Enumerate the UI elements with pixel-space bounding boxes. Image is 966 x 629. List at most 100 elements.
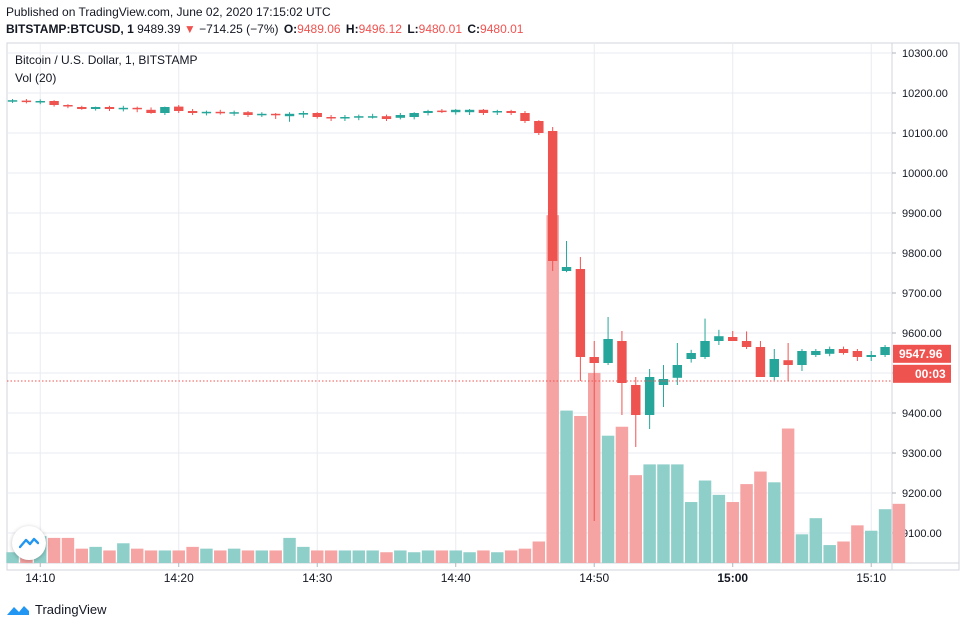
candle-body: [686, 353, 696, 359]
time-tick-label: 14:40: [441, 571, 471, 585]
candle-body: [824, 349, 835, 354]
candle-body: [617, 341, 627, 383]
volume-bar: [781, 428, 795, 563]
volume-bar: [117, 543, 130, 563]
volume-bar: [89, 546, 102, 563]
volume-bar: [394, 550, 407, 563]
brand-label: TradingView: [35, 602, 107, 617]
candle-body: [243, 112, 253, 115]
candle-body: [755, 347, 766, 377]
volume-bar: [241, 550, 255, 563]
candle-body: [769, 359, 779, 377]
tradingview-logo-icon: [7, 605, 29, 615]
published-line: Published on TradingView.com, June 02, 2…: [6, 5, 331, 19]
volume-bar: [435, 550, 449, 563]
candle-body: [547, 131, 558, 261]
volume-bar: [518, 548, 532, 563]
tradingview-logo-icon: [19, 537, 39, 549]
price-tick-label: 9100.00: [902, 528, 942, 540]
candle-body: [7, 100, 18, 102]
candle-body: [284, 113, 295, 117]
volume-bar: [504, 550, 518, 563]
volume-bar: [629, 475, 643, 563]
candle-body: [672, 365, 683, 378]
volume-bar: [601, 435, 615, 563]
volume-bar: [255, 550, 269, 563]
price-tick-label: 10100.00: [902, 128, 948, 140]
candle-body: [77, 107, 87, 109]
volume-bar: [6, 552, 19, 563]
candle-body: [811, 351, 821, 355]
candle-body: [49, 101, 59, 105]
volume-bar: [227, 548, 241, 563]
candle-body: [367, 116, 378, 118]
tradingview-logo-button[interactable]: [12, 526, 46, 560]
candle-body: [506, 111, 516, 113]
volume-bar: [878, 509, 892, 563]
volume-bar: [338, 550, 352, 563]
time-tick-label: 14:30: [302, 571, 332, 585]
volume-bar: [837, 541, 850, 563]
price-tick-label: 9600.00: [902, 328, 942, 340]
candle-body: [783, 360, 793, 365]
volume-bar: [795, 534, 809, 563]
candle-body: [478, 109, 489, 113]
candle-body: [464, 109, 475, 113]
candle-body: [644, 377, 655, 415]
volume-legend: Vol (20): [15, 71, 57, 85]
volume-bar: [172, 550, 185, 563]
volume-bar: [366, 550, 379, 563]
volume-bar: [560, 410, 573, 563]
candle-body: [658, 379, 669, 385]
candle-body: [146, 109, 156, 113]
volume-bar: [740, 484, 753, 563]
volume-bar: [269, 550, 282, 563]
volume-bar: [726, 502, 739, 563]
candle-body: [257, 113, 267, 116]
volume-bar: [463, 552, 476, 563]
candle-body: [880, 347, 890, 355]
candle-body: [534, 121, 544, 133]
volume-bar: [324, 550, 338, 563]
volume-bar: [297, 546, 310, 563]
volume-bar: [768, 482, 781, 563]
volume-bar: [352, 550, 366, 563]
change-value: −714.25 (−7%): [199, 22, 279, 36]
volume-bar: [186, 546, 199, 563]
volume-bar: [684, 502, 698, 563]
candle-body: [229, 112, 239, 114]
volume-bar: [643, 464, 656, 563]
high-label: H:: [345, 22, 359, 36]
time-tick-label: 15:00: [717, 571, 748, 585]
last-price-label: 9547.96: [899, 347, 943, 361]
price-tick-label: 9800.00: [902, 248, 942, 260]
volume-bar: [130, 548, 144, 563]
candle-body: [409, 113, 419, 117]
candle-body: [561, 267, 572, 271]
price-tick-label: 9700.00: [902, 288, 942, 300]
volume-bar: [421, 550, 435, 563]
candle-body: [35, 101, 45, 103]
candle-body: [866, 355, 876, 357]
open-label: O:: [283, 22, 298, 36]
volume-bar: [754, 471, 767, 563]
candle-body: [520, 113, 530, 121]
candle-body: [728, 337, 738, 341]
price-tick-label: 10200.00: [902, 88, 948, 100]
symbol-label: BITSTAMP:BTCUSD, 1: [6, 22, 134, 36]
candle-body: [270, 113, 281, 116]
candle-body: [631, 385, 641, 415]
volume-bar: [809, 518, 823, 563]
candle-body: [21, 100, 32, 103]
candle-body: [797, 351, 807, 365]
volume-bar: [851, 525, 864, 563]
close-value: 9480.01: [480, 22, 524, 36]
down-triangle-icon: ▼: [183, 22, 196, 36]
volume-bar: [380, 552, 393, 563]
footer-brand[interactable]: TradingView: [6, 602, 107, 617]
volume-bar: [61, 537, 75, 563]
low-value: 9480.01: [418, 22, 463, 36]
volume-bar: [546, 215, 559, 563]
candle-body: [423, 111, 433, 113]
